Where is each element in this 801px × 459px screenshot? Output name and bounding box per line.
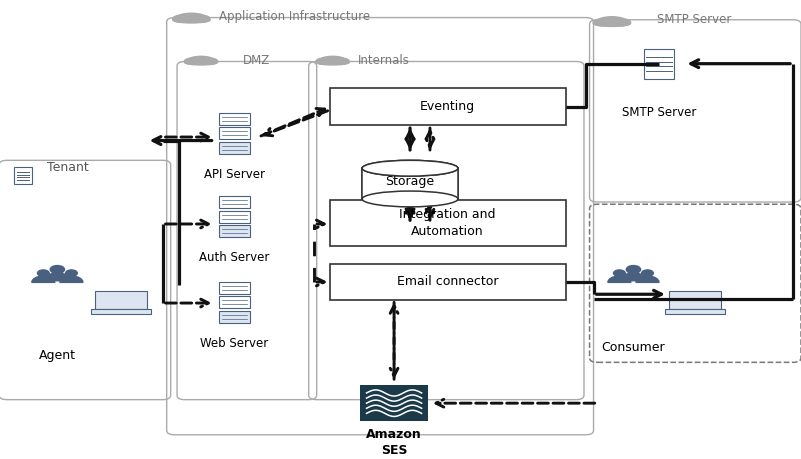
Ellipse shape bbox=[184, 58, 201, 64]
Ellipse shape bbox=[612, 19, 630, 26]
Bar bbox=[330, 88, 566, 125]
Text: API Server: API Server bbox=[204, 168, 265, 181]
Text: SMTP Server: SMTP Server bbox=[622, 106, 696, 119]
Text: Internals: Internals bbox=[358, 54, 410, 67]
Ellipse shape bbox=[594, 21, 630, 27]
Text: SMTP Server: SMTP Server bbox=[658, 13, 732, 26]
Ellipse shape bbox=[173, 15, 191, 22]
Bar bbox=[669, 291, 721, 309]
Wedge shape bbox=[608, 276, 631, 282]
Bar bbox=[219, 311, 250, 323]
Bar bbox=[219, 282, 250, 294]
Bar bbox=[219, 297, 250, 308]
Bar bbox=[91, 309, 151, 314]
Ellipse shape bbox=[362, 191, 458, 207]
Bar bbox=[219, 225, 250, 237]
Ellipse shape bbox=[594, 19, 612, 26]
Bar bbox=[95, 291, 147, 309]
Bar bbox=[362, 168, 458, 199]
Text: Auth Server: Auth Server bbox=[199, 251, 270, 264]
Bar bbox=[219, 112, 250, 124]
Ellipse shape bbox=[177, 13, 206, 22]
Bar bbox=[330, 264, 566, 300]
Bar bbox=[360, 385, 428, 421]
Circle shape bbox=[642, 270, 654, 276]
Text: Email connector: Email connector bbox=[396, 275, 498, 288]
Text: Consumer: Consumer bbox=[602, 341, 666, 354]
Text: Amazon
SES: Amazon SES bbox=[366, 428, 422, 457]
Bar bbox=[14, 168, 32, 184]
Ellipse shape bbox=[191, 15, 210, 22]
Circle shape bbox=[614, 270, 626, 276]
Wedge shape bbox=[60, 276, 83, 282]
Ellipse shape bbox=[320, 56, 345, 64]
Bar bbox=[219, 211, 250, 223]
Bar bbox=[665, 309, 725, 314]
Text: Storage: Storage bbox=[385, 175, 435, 188]
Wedge shape bbox=[636, 276, 659, 282]
Text: Eventing: Eventing bbox=[420, 100, 475, 113]
Circle shape bbox=[626, 266, 641, 274]
Bar bbox=[644, 49, 674, 78]
Wedge shape bbox=[32, 276, 54, 282]
Circle shape bbox=[66, 270, 77, 276]
Wedge shape bbox=[619, 273, 647, 281]
Ellipse shape bbox=[332, 58, 349, 64]
Circle shape bbox=[50, 266, 65, 274]
Ellipse shape bbox=[316, 60, 349, 65]
Text: Application Infrastructure: Application Infrastructure bbox=[219, 10, 370, 23]
Ellipse shape bbox=[362, 160, 458, 176]
Ellipse shape bbox=[188, 56, 214, 64]
Ellipse shape bbox=[362, 160, 458, 176]
Text: Tenant: Tenant bbox=[47, 161, 89, 174]
Circle shape bbox=[38, 270, 49, 276]
Bar bbox=[219, 196, 250, 208]
Text: Web Server: Web Server bbox=[200, 337, 268, 350]
Ellipse shape bbox=[173, 17, 210, 23]
Ellipse shape bbox=[598, 17, 626, 25]
Bar bbox=[219, 127, 250, 139]
Ellipse shape bbox=[184, 60, 218, 65]
Bar bbox=[362, 168, 458, 199]
Text: DMZ: DMZ bbox=[243, 54, 270, 67]
Text: Integration and
Automation: Integration and Automation bbox=[399, 208, 496, 238]
Bar bbox=[219, 142, 250, 154]
Ellipse shape bbox=[201, 58, 218, 64]
Bar bbox=[330, 200, 566, 246]
Text: Agent: Agent bbox=[39, 349, 76, 362]
Ellipse shape bbox=[316, 58, 332, 64]
Wedge shape bbox=[43, 273, 71, 281]
